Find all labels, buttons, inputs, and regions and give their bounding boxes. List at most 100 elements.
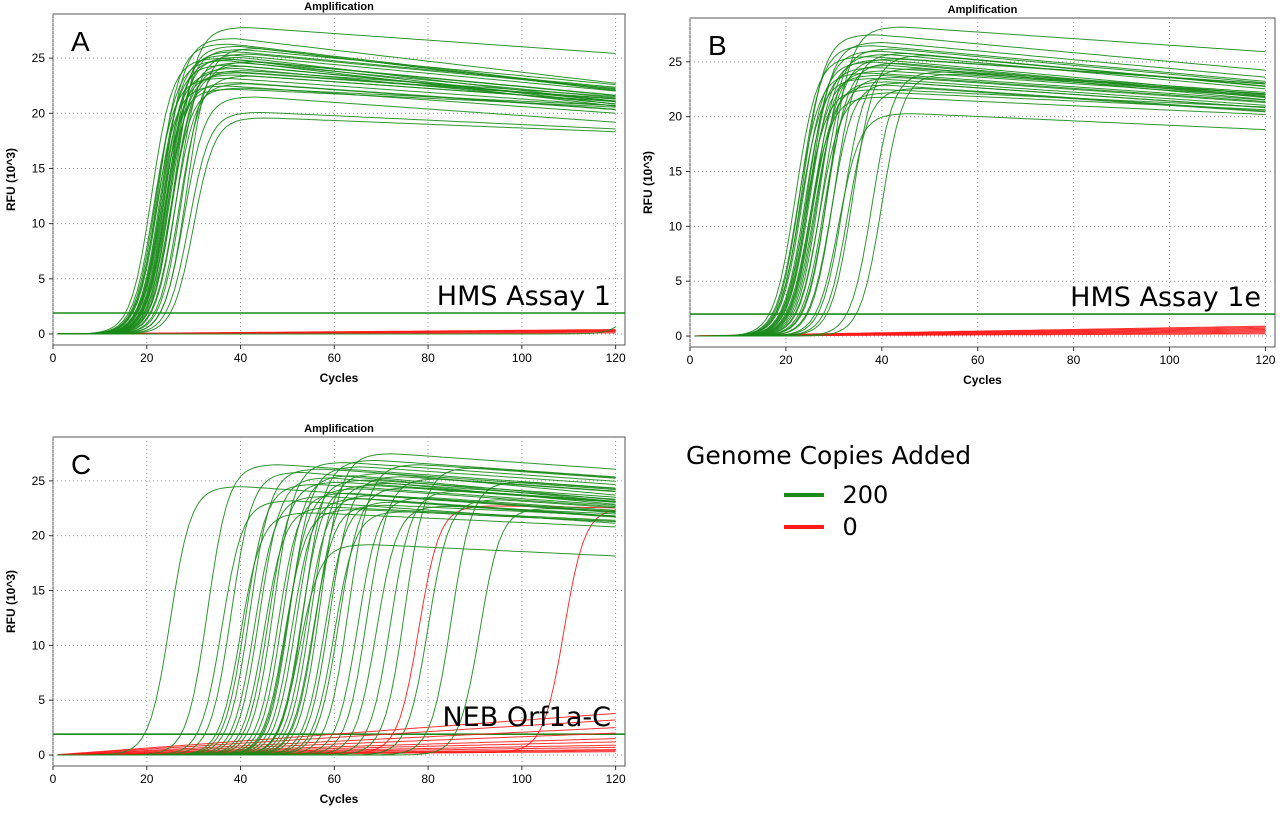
data-layer [53, 27, 625, 335]
curve-200-copies [57, 48, 616, 335]
y-axis-label: RFU (10^3) [4, 148, 18, 211]
curve-200-copies [57, 508, 616, 756]
x-tick-label: 80 [421, 772, 435, 786]
x-tick-label: 100 [512, 772, 532, 786]
assay-annotation: HMS Assay 1e [1070, 282, 1261, 313]
chart-title: Amplification [304, 423, 374, 435]
x-tick-label: 0 [50, 772, 57, 786]
curve-200-copies [694, 74, 1266, 337]
y-axis-label: RFU (10^3) [4, 570, 18, 633]
y-axis-label: RFU (10^3) [641, 151, 655, 214]
curve-200-copies [694, 82, 1266, 337]
y-tick-label: 20 [32, 529, 46, 543]
curve-200-copies [694, 45, 1266, 337]
curve-200-copies [694, 76, 1266, 337]
curve-200-copies [57, 77, 616, 335]
x-tick-label: 20 [779, 353, 793, 367]
curve-200-copies [694, 41, 1266, 337]
legend-entry-200: 200 [784, 481, 888, 509]
y-tick-label: 5 [38, 272, 45, 286]
curve-200-copies [57, 51, 616, 335]
assay-annotation: NEB Orf1a-C [442, 702, 611, 733]
y-tick-label: 0 [675, 329, 682, 343]
x-axis-label: Cycles [963, 373, 1002, 387]
x-tick-label: 0 [50, 351, 57, 365]
curve-200-copies [57, 87, 616, 335]
curve-200-copies [694, 84, 1266, 337]
y-tick-label: 20 [669, 110, 683, 124]
y-tick-label: 0 [38, 748, 45, 762]
x-axis-label: Cycles [320, 371, 359, 385]
x-tick-label: 0 [687, 353, 694, 367]
y-tick-label: 5 [38, 693, 45, 707]
curve-200-copies [694, 89, 1266, 337]
legend-swatch-200 [784, 493, 824, 497]
x-tick-label: 40 [875, 353, 889, 367]
x-tick-label: 120 [606, 351, 626, 365]
curve-0-copies [57, 712, 616, 756]
curve-200-copies [694, 62, 1266, 337]
x-tick-label: 60 [971, 353, 985, 367]
x-axis-label: Cycles [320, 792, 359, 806]
curve-200-copies [57, 117, 616, 335]
y-tick-label: 10 [32, 638, 46, 652]
y-tick-label: 10 [669, 219, 683, 233]
curve-200-copies [694, 73, 1266, 337]
curve-200-copies [694, 65, 1266, 337]
panel-letter: C [71, 449, 91, 480]
curve-200-copies [57, 75, 616, 335]
y-tick-label: 25 [32, 51, 46, 65]
y-tick-label: 15 [32, 161, 46, 175]
x-tick-label: 100 [512, 351, 532, 365]
x-tick-label: 20 [140, 351, 154, 365]
legend: Genome Copies Added 200 0 [686, 441, 972, 541]
curve-200-copies [57, 65, 616, 335]
curve-0-copies [57, 741, 616, 756]
chart-panel-c: Amplification 0 20 40 60 80 100 120 0 5 10 15 20 25 Cy… [4, 423, 626, 806]
legend-label-200: 200 [842, 481, 889, 509]
x-tick-label: 100 [1159, 353, 1179, 367]
curve-200-copies [57, 62, 616, 335]
curve-200-copies [57, 111, 616, 335]
panel-letter: A [71, 26, 90, 57]
chart-title: Amplification [948, 4, 1018, 16]
legend-swatch-0 [784, 525, 824, 529]
x-tick-label: 60 [328, 351, 342, 365]
curve-200-copies [57, 27, 616, 335]
legend-label-0: 0 [842, 513, 858, 541]
curve-200-copies [57, 38, 616, 335]
curve-200-copies [694, 68, 1266, 337]
x-tick-label: 40 [234, 772, 248, 786]
curve-200-copies [57, 49, 616, 335]
curve-200-copies [57, 83, 616, 335]
x-tick-label: 80 [421, 351, 435, 365]
x-tick-label: 40 [234, 351, 248, 365]
y-tick-label: 25 [32, 474, 46, 488]
y-tick-label: 20 [32, 106, 46, 120]
curve-200-copies [694, 34, 1266, 337]
x-tick-label: 120 [606, 772, 626, 786]
y-tick-label: 5 [675, 274, 682, 288]
x-tick-label: 60 [328, 772, 342, 786]
data-layer [690, 26, 1275, 337]
chart-panel-a: Amplification 0 20 40 60 80 100 120 0 5 10 15 20 25 Cy… [4, 1, 626, 385]
curve-200-copies [694, 70, 1266, 337]
curve-200-copies [694, 26, 1266, 337]
curve-0-copies [57, 719, 616, 756]
y-tick-label: 15 [32, 584, 46, 598]
chart-title: Amplification [304, 1, 374, 13]
curve-200-copies [694, 48, 1266, 337]
curve-200-copies [694, 113, 1266, 337]
curve-0-copies [57, 329, 616, 335]
y-tick-label: 0 [38, 327, 45, 341]
x-tick-label: 120 [1255, 353, 1275, 367]
y-tick-label: 15 [669, 165, 683, 179]
legend-title: Genome Copies Added [686, 441, 972, 470]
curve-0-copies [57, 732, 616, 756]
curve-200-copies [694, 96, 1266, 337]
data-layer [53, 453, 625, 756]
assay-annotation: HMS Assay 1 [437, 281, 611, 312]
x-tick-label: 80 [1067, 353, 1081, 367]
curve-200-copies [694, 72, 1266, 337]
